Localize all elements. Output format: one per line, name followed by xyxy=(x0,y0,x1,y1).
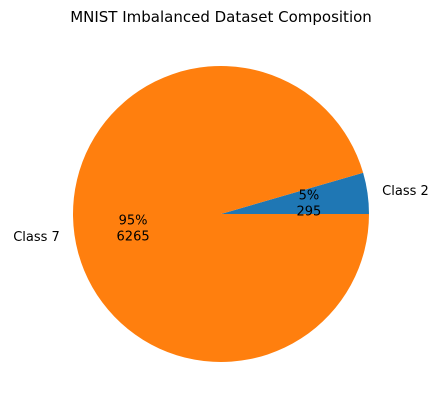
slice-percent-class-2: 5% xyxy=(299,188,320,203)
chart-title: MNIST Imbalanced Dataset Composition xyxy=(70,8,372,26)
pie-slices xyxy=(73,65,369,362)
slice-count-class-7: 6265 xyxy=(117,230,150,245)
pie-slice-class-7 xyxy=(73,65,369,362)
slice-percent-class-7: 95% xyxy=(119,214,148,229)
slice-count-class-2: 295 xyxy=(297,204,322,219)
slice-label-class-2: Class 2 xyxy=(382,184,429,199)
pie-slice-class-2 xyxy=(221,172,369,214)
slice-label-class-7: Class 7 xyxy=(13,230,60,245)
pie-labels: Class 2 5%295 Class 7 95%6265 xyxy=(13,184,429,245)
